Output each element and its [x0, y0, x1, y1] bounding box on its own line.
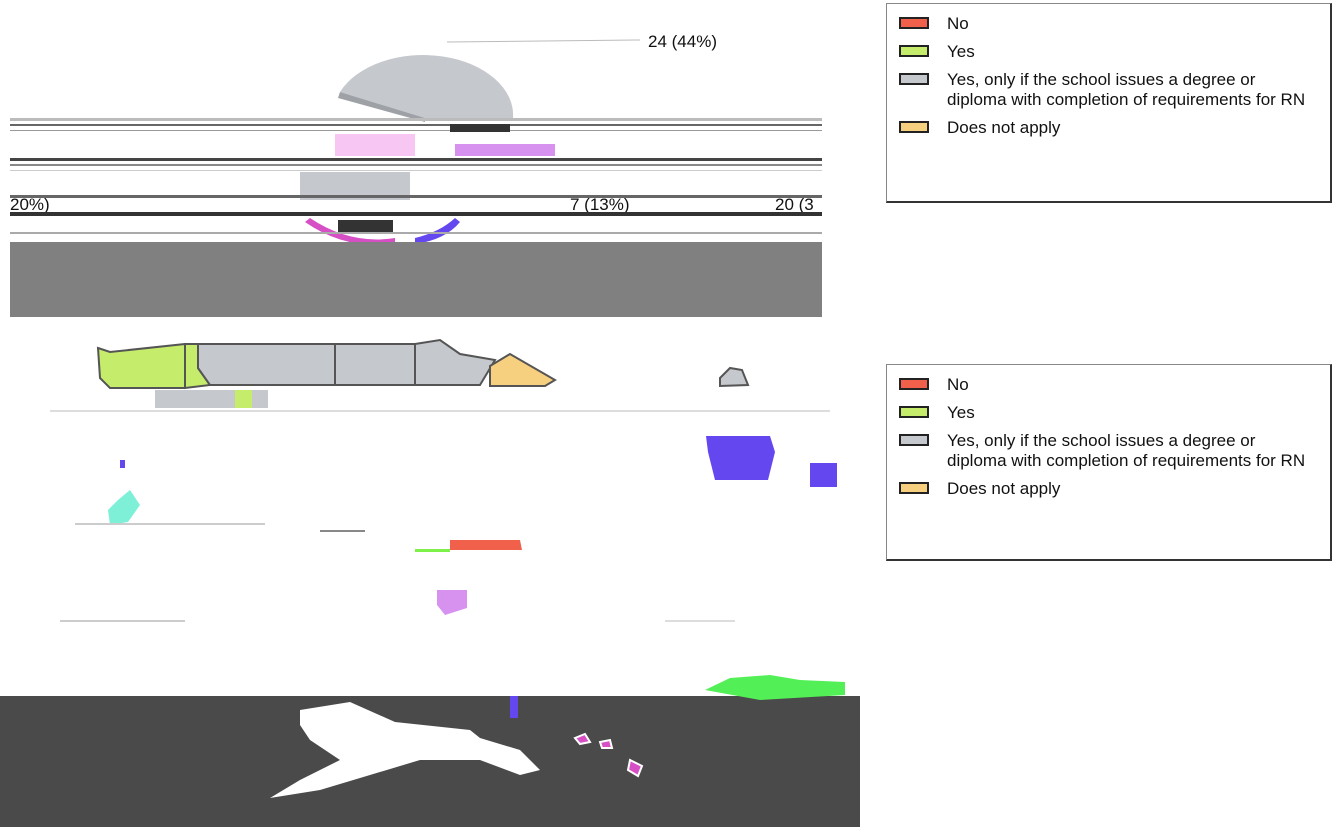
- legend-item-no: No: [895, 14, 1322, 34]
- glitch-band-9: [10, 232, 822, 234]
- pie-label-middle: 7 (13%): [570, 195, 630, 214]
- legend-label: No: [947, 14, 969, 33]
- legend-swatch-no: [899, 17, 929, 29]
- legend-label: Does not apply: [947, 479, 1061, 498]
- legend-swatch-yes-only-if: [899, 434, 929, 446]
- glitch-band-7: [10, 195, 822, 198]
- pie-chart-svg: 24 (44%) 20%) 7 (13%) 20 (3: [10, 32, 822, 317]
- pie-slice-yes-only-if-degree: [340, 55, 514, 118]
- map-state-washington: [96, 342, 186, 389]
- map-glitch-line-5: [665, 620, 735, 622]
- pie-label-right: 20 (3: [775, 195, 814, 214]
- legend-label: Yes: [947, 42, 975, 61]
- pie-label-top: 24 (44%): [648, 32, 717, 51]
- map-glitch-line-3: [320, 530, 365, 532]
- pie-background-fill: [10, 242, 822, 317]
- map-state-new-jersey: [810, 463, 837, 487]
- glitch-band-1: [10, 118, 822, 121]
- map-state-oklahoma: [450, 540, 522, 550]
- map-state-montana: [197, 343, 336, 386]
- glitch-band-2: [10, 124, 822, 126]
- glitch-band-8: [10, 212, 822, 216]
- legend-swatch-yes-only-if: [899, 73, 929, 85]
- glitch-dark-block: [338, 220, 393, 232]
- glitch-band-3: [10, 130, 822, 131]
- pie-slice-shadow: [338, 92, 425, 122]
- legend-label: No: [947, 375, 969, 394]
- map-glitch-line-2: [75, 523, 265, 525]
- legend-item-yes: Yes: [895, 403, 1322, 423]
- legend-bottom: No Yes Yes, only if the school issues a …: [886, 364, 1332, 561]
- map-state-wisconsin: [489, 352, 557, 387]
- legend-item-does-not-apply: Does not apply: [895, 479, 1322, 499]
- glitch-band-6: [10, 170, 822, 171]
- map-fragment-green-top: [705, 675, 845, 700]
- legend-top: No Yes Yes, only if the school issues a …: [886, 3, 1332, 203]
- legend-item-yes-only-if: Yes, only if the school issues a degree …: [895, 431, 1322, 471]
- map-state-north-dakota: [334, 343, 416, 386]
- us-map: [0, 330, 870, 827]
- legend-swatch-does-not-apply: [899, 482, 929, 494]
- map-state-minnesota: [414, 338, 497, 386]
- map-fragment-violet: [510, 696, 518, 718]
- legend-swatch-does-not-apply: [899, 121, 929, 133]
- legend-item-does-not-apply: Does not apply: [895, 118, 1322, 138]
- legend-label: Yes, only if the school issues a degree …: [947, 70, 1306, 109]
- map-state-west-virginia: [108, 490, 140, 525]
- pie-chart: 24 (44%) 20%) 7 (13%) 20 (3: [0, 0, 870, 320]
- glitch-band-4: [10, 158, 822, 161]
- map-fragment-green: [415, 549, 450, 552]
- map-state-alaska: [270, 702, 540, 798]
- map-glitch-line-4: [60, 620, 185, 622]
- map-fragment-blue-small: [120, 460, 125, 468]
- map-state-idaho-strip: [235, 390, 252, 408]
- pie-leader-line: [446, 39, 641, 43]
- glitch-slice-violet: [455, 144, 555, 156]
- legend-item-yes: Yes: [895, 42, 1322, 62]
- legend-label: Yes: [947, 403, 975, 422]
- glitch-band-5: [10, 164, 822, 166]
- glitch-slice-pink: [335, 134, 415, 156]
- pie-label-left: 20%): [10, 195, 50, 214]
- legend-item-yes-only-if: Yes, only if the school issues a degree …: [895, 70, 1322, 110]
- us-map-svg: [0, 338, 860, 827]
- glitch-slice-dark: [450, 124, 510, 132]
- map-state-hawaii: [573, 732, 644, 778]
- legend-swatch-yes: [899, 406, 929, 418]
- legend-swatch-no: [899, 378, 929, 390]
- legend-item-no: No: [895, 375, 1322, 395]
- map-state-maine: [719, 366, 750, 388]
- map-state-louisiana: [437, 590, 467, 615]
- glitch-arc-blue: [415, 218, 460, 244]
- legend-label: Yes, only if the school issues a degree …: [947, 431, 1306, 470]
- legend-label: Does not apply: [947, 118, 1061, 137]
- legend-swatch-yes: [899, 45, 929, 57]
- map-inset-background: [0, 696, 860, 827]
- map-glitch-line-1: [50, 410, 830, 412]
- map-state-iowa: [706, 436, 775, 480]
